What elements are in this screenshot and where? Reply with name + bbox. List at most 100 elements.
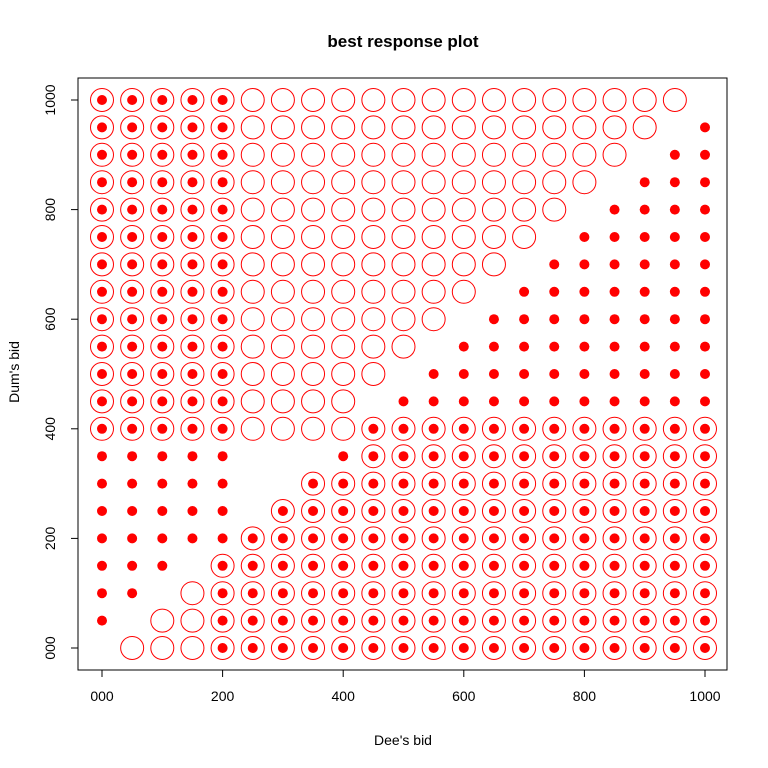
open-circle-point bbox=[481, 197, 506, 222]
open-circle-point bbox=[572, 581, 597, 606]
filled-dot-point bbox=[700, 314, 710, 325]
filled-dot-point bbox=[368, 643, 379, 653]
open-circle-point bbox=[210, 142, 235, 167]
open-circle-point bbox=[512, 115, 537, 140]
open-circle-point bbox=[451, 526, 476, 551]
filled-dot-point bbox=[157, 506, 168, 516]
open-circle-point bbox=[270, 307, 295, 332]
filled-dot-point bbox=[519, 369, 530, 379]
filled-dot-point bbox=[277, 643, 288, 653]
filled-dot-point bbox=[157, 177, 168, 188]
open-circle-point bbox=[301, 526, 326, 551]
filled-dot-point bbox=[609, 560, 620, 571]
open-circle-point bbox=[391, 553, 416, 578]
open-circle-point bbox=[180, 197, 205, 222]
open-circle-point bbox=[120, 307, 145, 332]
open-circle-point bbox=[572, 526, 597, 551]
open-circle-point bbox=[451, 88, 476, 112]
open-circle-point bbox=[331, 88, 356, 112]
filled-dot-point bbox=[187, 396, 198, 407]
filled-dot-point bbox=[217, 177, 228, 188]
filled-dot-point bbox=[368, 478, 379, 489]
filled-dot-point bbox=[519, 423, 530, 434]
filled-dot-point bbox=[639, 643, 650, 653]
open-circle-point bbox=[120, 636, 145, 660]
filled-dot-point bbox=[700, 232, 710, 242]
open-circle-point bbox=[331, 362, 356, 386]
open-circle-point bbox=[451, 608, 476, 633]
open-circle-point bbox=[210, 307, 235, 332]
filled-dot-point bbox=[639, 396, 650, 407]
open-circle-point bbox=[150, 142, 175, 167]
open-circle-point bbox=[421, 553, 446, 578]
filled-dot-point bbox=[308, 478, 319, 489]
open-circle-point bbox=[512, 553, 537, 578]
open-circle-point bbox=[120, 362, 145, 386]
filled-dot-point bbox=[700, 560, 710, 571]
filled-dot-point bbox=[579, 643, 590, 653]
open-circle-point bbox=[331, 334, 356, 359]
open-circle-point bbox=[90, 362, 114, 386]
filled-dot-point bbox=[488, 560, 499, 571]
open-circle-point bbox=[512, 142, 537, 167]
open-circle-point bbox=[481, 115, 506, 140]
open-circle-point bbox=[150, 389, 175, 414]
filled-dot-point bbox=[488, 396, 499, 407]
open-circle-point bbox=[572, 499, 597, 523]
filled-dot-point bbox=[428, 588, 439, 599]
open-circle-point bbox=[542, 499, 567, 523]
open-circle-point bbox=[270, 334, 295, 359]
open-circle-point bbox=[391, 197, 416, 222]
filled-dot-point bbox=[609, 396, 620, 407]
open-circle-point bbox=[421, 526, 446, 551]
filled-dot-point bbox=[428, 396, 439, 407]
open-circle-point bbox=[301, 389, 326, 414]
filled-dot-point bbox=[519, 643, 530, 653]
filled-dot-point bbox=[97, 259, 107, 270]
open-circle-point bbox=[180, 142, 205, 167]
filled-dot-point bbox=[700, 615, 710, 626]
open-circle-point bbox=[512, 88, 537, 112]
open-circle-point bbox=[512, 636, 537, 660]
filled-dot-point bbox=[217, 451, 228, 462]
filled-dot-point bbox=[187, 286, 198, 297]
filled-dot-point bbox=[277, 506, 288, 516]
filled-dot-point bbox=[428, 369, 439, 379]
open-circle-point bbox=[391, 444, 416, 469]
filled-dot-point bbox=[157, 533, 168, 544]
y-tick-label: 800 bbox=[42, 198, 58, 222]
open-circle-point bbox=[572, 553, 597, 578]
filled-dot-point bbox=[669, 314, 680, 325]
filled-dot-point bbox=[157, 451, 168, 462]
open-circle-point bbox=[120, 115, 145, 140]
filled-dot-point bbox=[157, 396, 168, 407]
filled-dot-point bbox=[217, 204, 228, 215]
open-circle-point bbox=[693, 608, 717, 633]
open-circle-point bbox=[361, 636, 386, 660]
filled-dot-point bbox=[428, 560, 439, 571]
filled-dot-point bbox=[187, 369, 198, 379]
filled-dot-point bbox=[157, 149, 168, 160]
filled-dot-point bbox=[127, 314, 138, 325]
open-circle-point bbox=[451, 444, 476, 469]
open-circle-point bbox=[693, 471, 717, 496]
open-circle-point bbox=[662, 553, 687, 578]
filled-dot-point bbox=[217, 506, 228, 516]
filled-dot-point bbox=[217, 259, 228, 270]
open-circle-point bbox=[361, 225, 386, 249]
filled-dot-point bbox=[700, 643, 710, 653]
open-circle-point bbox=[662, 581, 687, 606]
filled-dot-point bbox=[669, 204, 680, 215]
open-circle-point bbox=[451, 416, 476, 441]
open-circle-point bbox=[150, 279, 175, 304]
filled-dot-point bbox=[157, 341, 168, 352]
open-circle-point bbox=[240, 362, 265, 386]
open-circle-point bbox=[270, 170, 295, 195]
open-circle-point bbox=[301, 252, 326, 277]
filled-dot-point bbox=[669, 149, 680, 160]
filled-dot-point bbox=[700, 451, 710, 462]
filled-dot-point bbox=[97, 451, 107, 462]
filled-dot-point bbox=[579, 478, 590, 489]
filled-dot-point bbox=[127, 122, 138, 133]
open-circle-point bbox=[542, 636, 567, 660]
